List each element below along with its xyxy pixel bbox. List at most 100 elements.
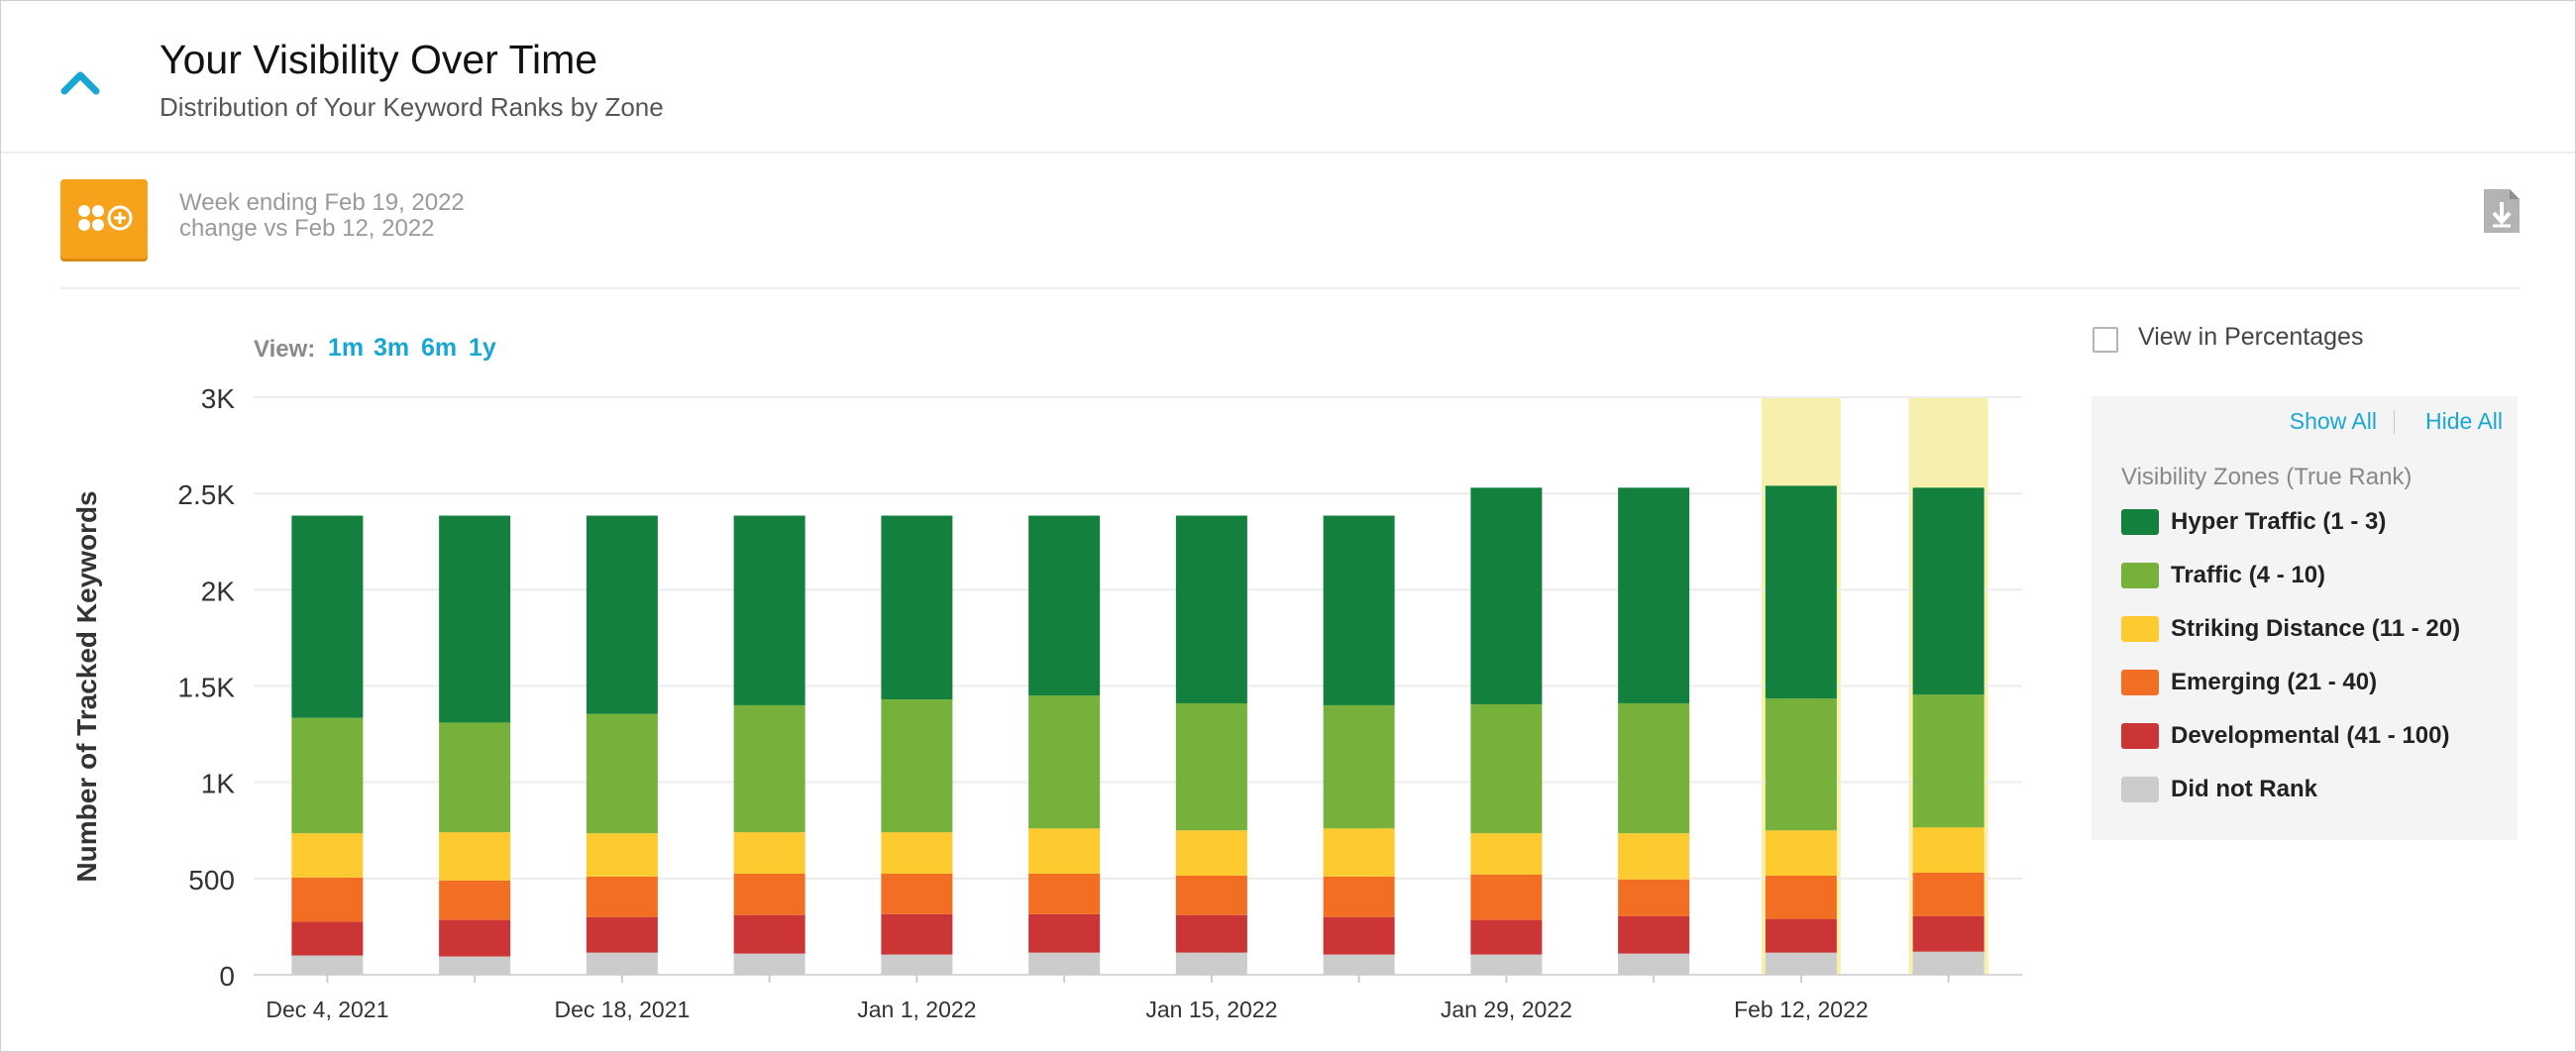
bar-segment	[1618, 879, 1690, 916]
y-tick-label: 3K	[201, 383, 236, 414]
bar-segment	[1765, 698, 1837, 831]
bar-segment	[1618, 953, 1690, 975]
card-header: Your Visibility Over Time Distribution o…	[1, 1, 2575, 154]
bar-segment	[291, 955, 364, 975]
x-tick-label: Jan 1, 2022	[857, 997, 976, 1022]
bar-segment	[586, 876, 658, 917]
bar-segment	[1323, 515, 1395, 705]
bar-segment	[439, 515, 511, 723]
view-label: View:	[254, 336, 316, 363]
bar-segment	[586, 916, 658, 953]
legend-swatch	[2121, 616, 2159, 642]
y-tick-label: 2.5K	[177, 479, 235, 510]
bar-segment	[1470, 703, 1543, 834]
bar-segment	[1470, 874, 1543, 920]
bar-segment	[1470, 919, 1543, 955]
bar-segment	[1912, 694, 1985, 828]
x-tick-label: Feb 12, 2022	[1734, 997, 1869, 1022]
bar-segment	[586, 713, 658, 834]
x-tick-label: Jan 15, 2022	[1145, 997, 1277, 1022]
bar-segment	[1175, 702, 1247, 831]
bar-segment	[1175, 952, 1247, 975]
bar-segment	[1765, 952, 1837, 975]
bar-segment	[1323, 876, 1395, 917]
page-title: Your Visibility Over Time	[160, 37, 598, 82]
bar-segment	[291, 515, 364, 718]
view-percentages-label: View in Percentages	[2138, 323, 2364, 351]
legend-label: Developmental (41 - 100)	[2171, 722, 2450, 749]
bar-segment	[733, 914, 805, 954]
bar-segment	[1175, 515, 1247, 703]
bar-segment	[291, 921, 364, 956]
comparison-text: change vs Feb 12, 2022	[179, 215, 435, 242]
bar-segment	[733, 953, 805, 975]
bar-segment	[291, 717, 364, 834]
download-icon[interactable]	[2484, 189, 2520, 233]
bar-segment	[439, 880, 511, 920]
bar-segment	[586, 833, 658, 877]
bar-segment	[1912, 487, 1985, 695]
legend-link-separator	[2394, 410, 2395, 434]
bar-segment	[1028, 828, 1101, 874]
show-all-link[interactable]: Show All	[2289, 408, 2377, 434]
legend-label: Did not Rank	[2171, 776, 2317, 802]
bar-segment	[881, 873, 953, 914]
view-option-1m[interactable]: 1m	[328, 334, 365, 362]
bar-segment	[733, 873, 805, 915]
bar-segment	[1028, 515, 1101, 696]
legend-panel: Show All Hide All Visibility Zones (True…	[2092, 396, 2518, 840]
legend-swatch	[2121, 777, 2159, 802]
y-tick-label: 1K	[201, 769, 236, 799]
bar-segment	[1912, 827, 1985, 874]
bar-segment	[439, 956, 511, 975]
hide-all-link[interactable]: Hide All	[2425, 408, 2503, 434]
bar-segment	[1912, 873, 1985, 916]
bar-segment	[1175, 830, 1247, 876]
bar-segment	[291, 877, 364, 922]
bar-segment	[733, 832, 805, 874]
bar-segment	[1323, 916, 1395, 955]
bar-segment	[1028, 913, 1101, 953]
legend-swatch	[2121, 563, 2159, 588]
bar-segment	[1618, 833, 1690, 880]
y-axis-label: Number of Tracked Keywords	[71, 490, 102, 882]
bar-segment	[881, 832, 953, 874]
bar-segment	[1470, 833, 1543, 875]
view-option-1y[interactable]: 1y	[469, 334, 496, 362]
bar-segment	[1175, 875, 1247, 915]
bar-segment	[1028, 952, 1101, 975]
bar-segment	[733, 515, 805, 705]
view-option-6m[interactable]: 6m	[421, 334, 458, 362]
bar-segment	[1912, 951, 1985, 975]
app-logo-icon	[60, 179, 148, 259]
bar-segment	[733, 704, 805, 833]
bar-segment	[439, 832, 511, 881]
bar-segment	[1323, 828, 1395, 877]
x-tick-label: Dec 18, 2021	[554, 997, 690, 1022]
week-ending-text: Week ending Feb 19, 2022	[179, 189, 465, 216]
bar-segment	[1765, 830, 1837, 876]
legend-swatch	[2121, 723, 2159, 749]
bar-segment	[881, 954, 953, 975]
bar-segment	[1765, 485, 1837, 699]
bar-segment	[586, 952, 658, 975]
view-percentages-checkbox[interactable]	[2093, 327, 2118, 353]
bar-segment	[1618, 487, 1690, 703]
legend-label: Emerging (21 - 40)	[2171, 669, 2378, 695]
bar-segment	[881, 913, 953, 955]
chevron-up-icon[interactable]	[58, 66, 102, 96]
page-subtitle: Distribution of Your Keyword Ranks by Zo…	[160, 92, 664, 122]
legend-label: Hyper Traffic (1 - 3)	[2171, 508, 2387, 535]
view-option-3m[interactable]: 3m	[374, 334, 410, 362]
y-tick-label: 0	[219, 961, 235, 992]
bar-segment	[291, 833, 364, 878]
bar-segment	[1323, 704, 1395, 829]
bar-segment	[1028, 873, 1101, 914]
bar-segment	[1912, 915, 1985, 952]
y-tick-label: 2K	[201, 576, 236, 606]
bar-segment	[586, 515, 658, 714]
y-tick-label: 1.5K	[177, 673, 235, 703]
bar-segment	[881, 515, 953, 700]
legend-label: Striking Distance (11 - 20)	[2171, 615, 2461, 642]
